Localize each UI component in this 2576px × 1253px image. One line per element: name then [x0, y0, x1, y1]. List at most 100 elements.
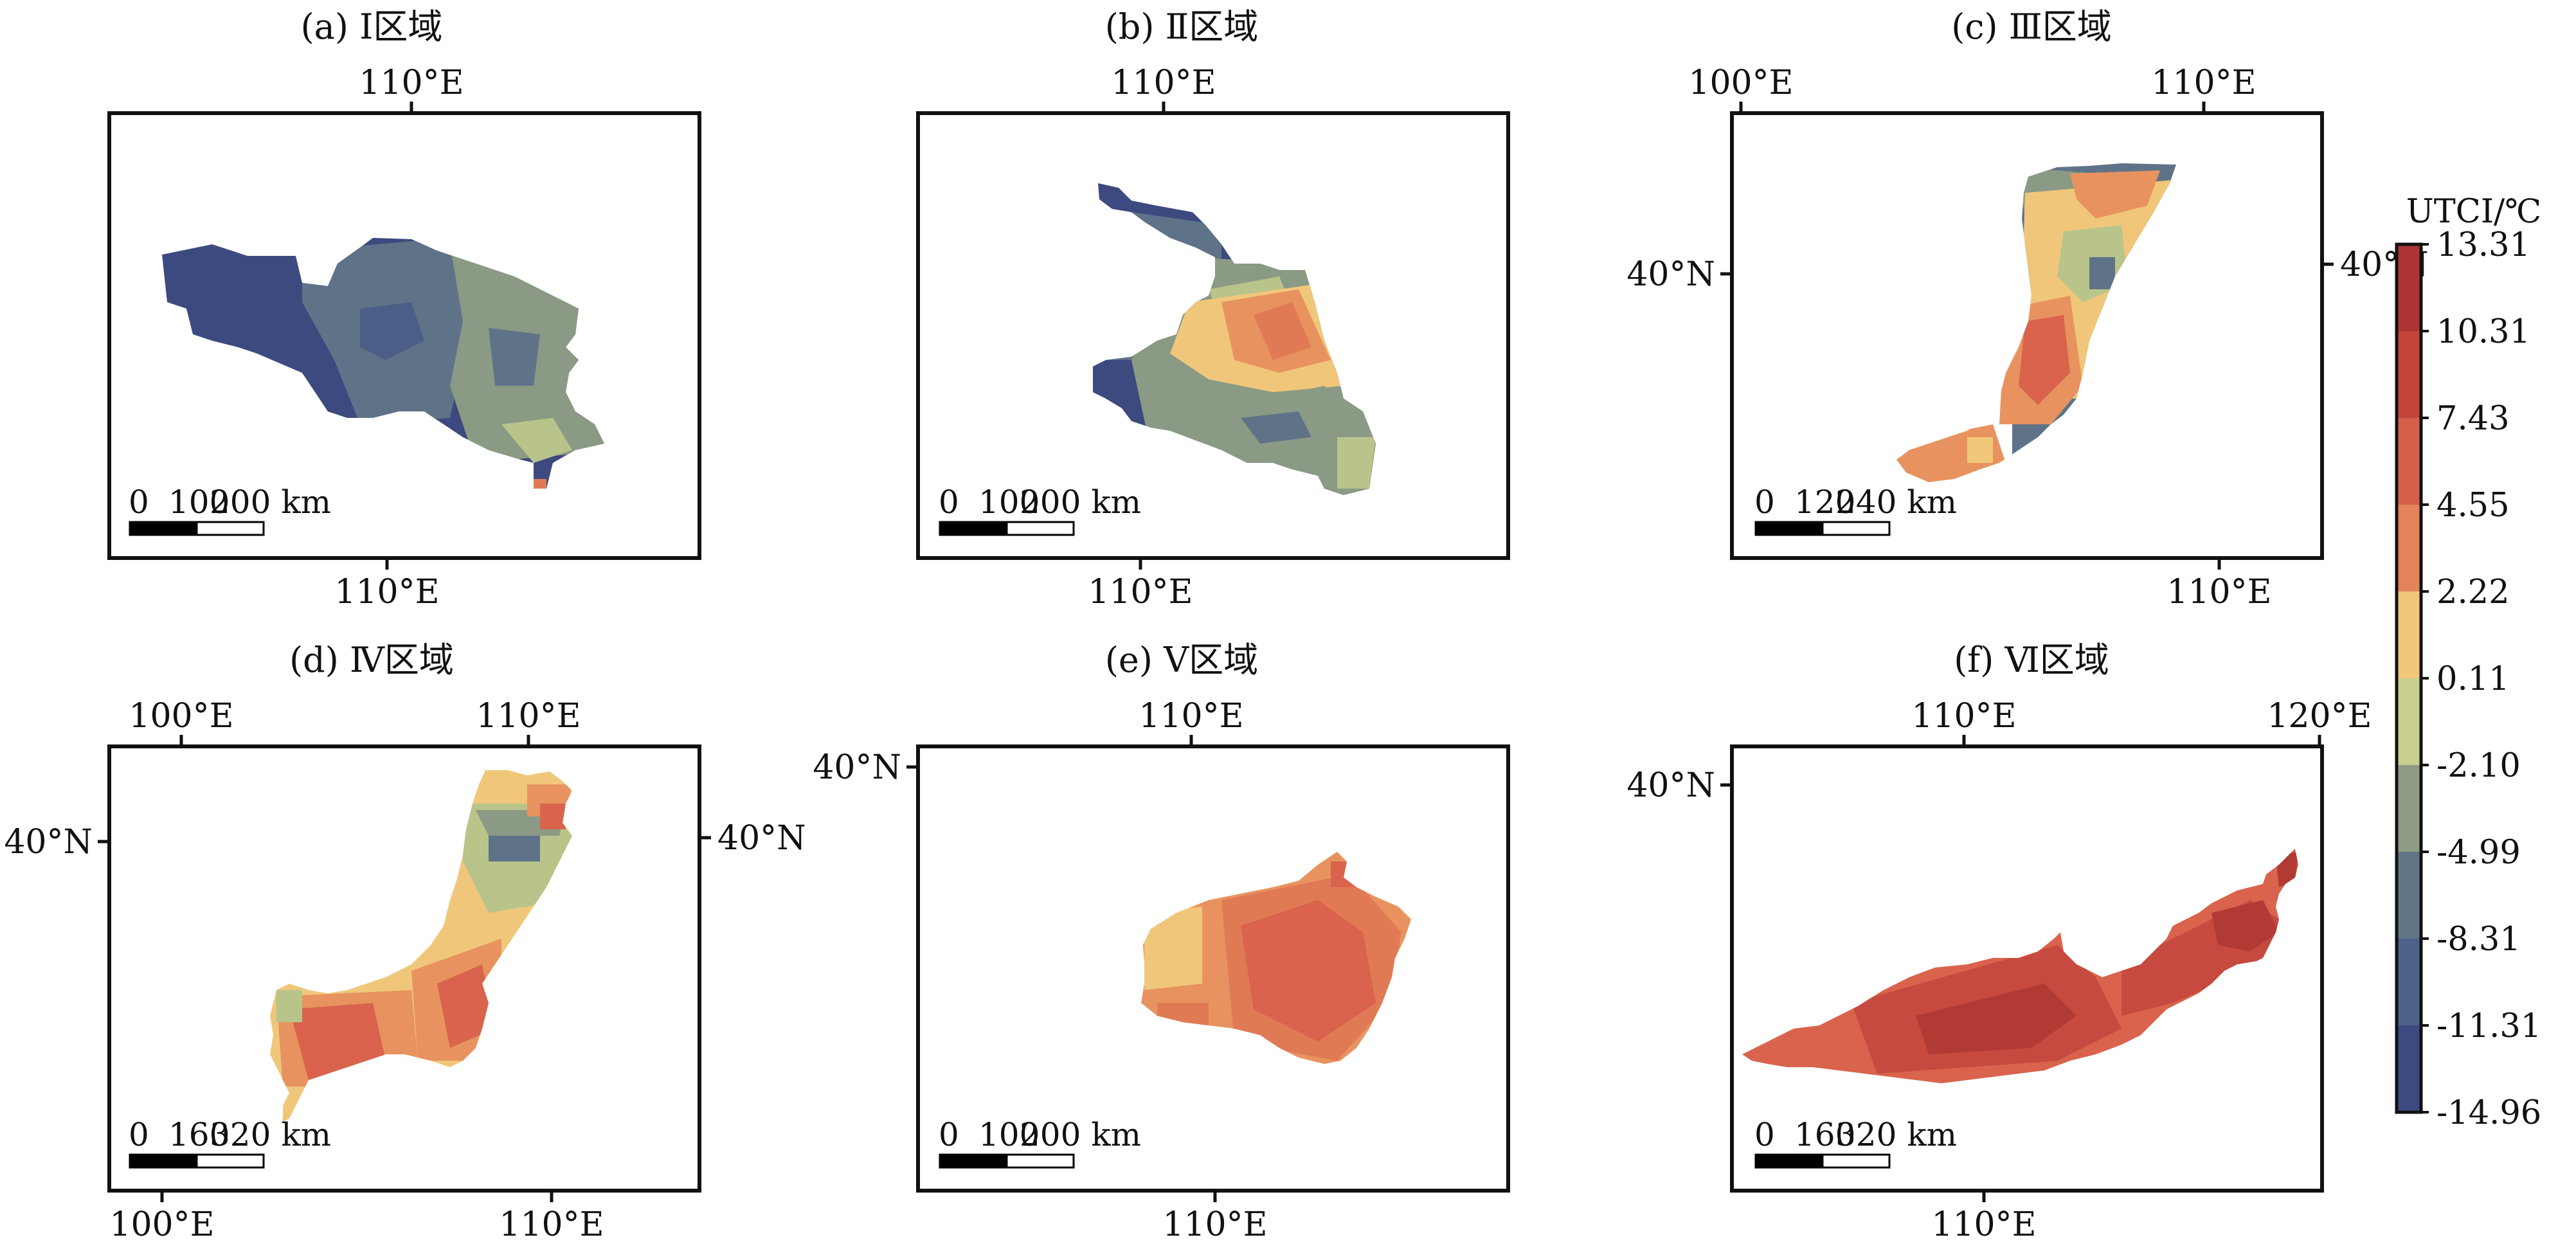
- colorbar-segment: [2397, 331, 2421, 419]
- colorbar-segment: [2397, 939, 2421, 1026]
- colorbar-segment: [2397, 678, 2421, 766]
- scale-bar-label: 100: [978, 1116, 1040, 1153]
- longitude-label: 110°E: [334, 573, 439, 611]
- longitude-label: 100°E: [129, 697, 233, 735]
- latitude-label: 40°N: [813, 748, 901, 787]
- scale-bar-label: 320 km: [210, 1116, 331, 1153]
- utci-contour-fill: [530, 479, 546, 489]
- scale-bar-white-segment: [195, 1153, 265, 1169]
- scale-bar-label: 200 km: [210, 483, 331, 521]
- scale-bar-white-segment: [1821, 1153, 1891, 1169]
- longitude-label: 110°E: [2166, 573, 2271, 611]
- longitude-label: 110°E: [476, 697, 581, 735]
- scale-bar-black-segment: [129, 521, 198, 536]
- colorbar-segment: [2397, 765, 2421, 852]
- latitude-label: 40°N: [4, 823, 93, 861]
- scale-bar-label: 240 km: [1835, 483, 1957, 521]
- longitude-label: 100°E: [109, 1205, 214, 1244]
- utci-contour-fill: [489, 829, 540, 861]
- panel-title: (f) Ⅵ区域: [1954, 640, 2109, 680]
- longitude-label: 110°E: [1931, 1205, 2036, 1244]
- longitude-label: 120°E: [2267, 697, 2372, 735]
- utci-contour-fill: [2019, 315, 2070, 405]
- longitude-label: 100°E: [1688, 64, 1793, 102]
- map-frame: [107, 744, 701, 1193]
- longitude-label: 110°E: [359, 64, 464, 102]
- scale-bar-black-segment: [1754, 1153, 1824, 1169]
- utci-region: [1896, 163, 2176, 482]
- latitude-label: 40°N: [1626, 766, 1715, 805]
- scale-bar-black-segment: [939, 1153, 1008, 1169]
- scale-bar-label: 100: [978, 483, 1040, 521]
- colorbar-level-label: 0.11: [2436, 660, 2510, 698]
- scale-bar-label: 0: [129, 1116, 149, 1153]
- map-frame: [1730, 744, 2324, 1193]
- longitude-label: 110°E: [1111, 64, 1216, 102]
- panel-title: (b) Ⅱ区域: [1105, 6, 1259, 47]
- scale-bar-label: 0: [1754, 483, 1775, 521]
- scale-bar-white-segment: [1821, 521, 1891, 536]
- colorbar-level-label: -2.10: [2436, 747, 2521, 785]
- colorbar-level-label: 10.31: [2436, 313, 2530, 351]
- scale-bar-label: 160: [1794, 1116, 1855, 1153]
- colorbar-segment: [2397, 505, 2421, 592]
- colorbar: UTCI/℃13.31 10.31 7.43 4.55 2.22 0.11 -2.10 -4.…: [2395, 193, 2541, 1132]
- utci-contour-fill: [1144, 906, 1202, 990]
- scale-bar-label: 200 km: [1020, 1116, 1141, 1153]
- map-frame: [1730, 111, 2324, 560]
- utci-contour-fill: [289, 1003, 386, 1080]
- colorbar-level-label: 2.22: [2436, 573, 2510, 611]
- longitude-label: 110°E: [499, 1205, 604, 1244]
- map-frame: [916, 744, 1510, 1193]
- utci-contour-fill: [489, 328, 540, 386]
- colorbar-level-label: -8.31: [2436, 921, 2521, 959]
- scale-bar-label: 120: [1794, 483, 1855, 521]
- panel-title: (c) Ⅲ区域: [1951, 6, 2112, 47]
- colorbar-level-label: 4.55: [2436, 487, 2510, 525]
- scale-bar-black-segment: [939, 521, 1008, 536]
- utci-contour-fill: [276, 990, 302, 1022]
- scale-bar-label: 100: [168, 483, 230, 521]
- colorbar-title: UTCI/℃: [2406, 193, 2541, 231]
- utci-contour-fill: [2089, 257, 2115, 289]
- utci-contour-fill: [1254, 302, 1311, 360]
- colorbar-segment: [2397, 418, 2421, 505]
- map-panel-d: (d) Ⅳ区域 100°E 110°E 100°E 110°E 40°N 40°N 0 1603…: [4, 640, 806, 1244]
- longitude-label: 110°E: [1088, 573, 1193, 611]
- colorbar-level-label: -4.99: [2436, 834, 2521, 872]
- utci-contour-fill: [1241, 411, 1311, 444]
- map-frame: [107, 111, 701, 560]
- utci-contour-fill: [1916, 984, 2076, 1054]
- utci-contour-fill: [1337, 437, 1376, 489]
- scale-bar-label: 0: [939, 1116, 959, 1153]
- scale-bar-label: 200 km: [1020, 483, 1141, 521]
- utci-contour-fill: [540, 804, 566, 829]
- utci-contour-fill: [1241, 900, 1376, 1041]
- panel-title: (e) Ⅴ区域: [1105, 640, 1258, 680]
- colorbar-level-label: 7.43: [2436, 400, 2510, 438]
- map-frame: [916, 111, 1510, 560]
- utci-contour-fill: [360, 302, 424, 360]
- scale-bar-black-segment: [1754, 521, 1824, 536]
- colorbar-level-label: -11.31: [2436, 1007, 2541, 1045]
- panel-title: (a) Ⅰ区域: [301, 6, 443, 47]
- utci-contour-fill: [437, 964, 495, 1048]
- utci-contour-fill: [1331, 861, 1356, 887]
- colorbar-segment: [2397, 244, 2421, 332]
- scale-bar-white-segment: [1005, 1153, 1075, 1169]
- utci-region: [270, 770, 572, 1122]
- scale-bar-label: 160: [168, 1116, 230, 1153]
- utci-contour-fill: [2211, 900, 2279, 951]
- latitude-label: 40°N: [1626, 255, 1715, 294]
- utci-region: [162, 238, 604, 489]
- utci-region: [1093, 183, 1376, 495]
